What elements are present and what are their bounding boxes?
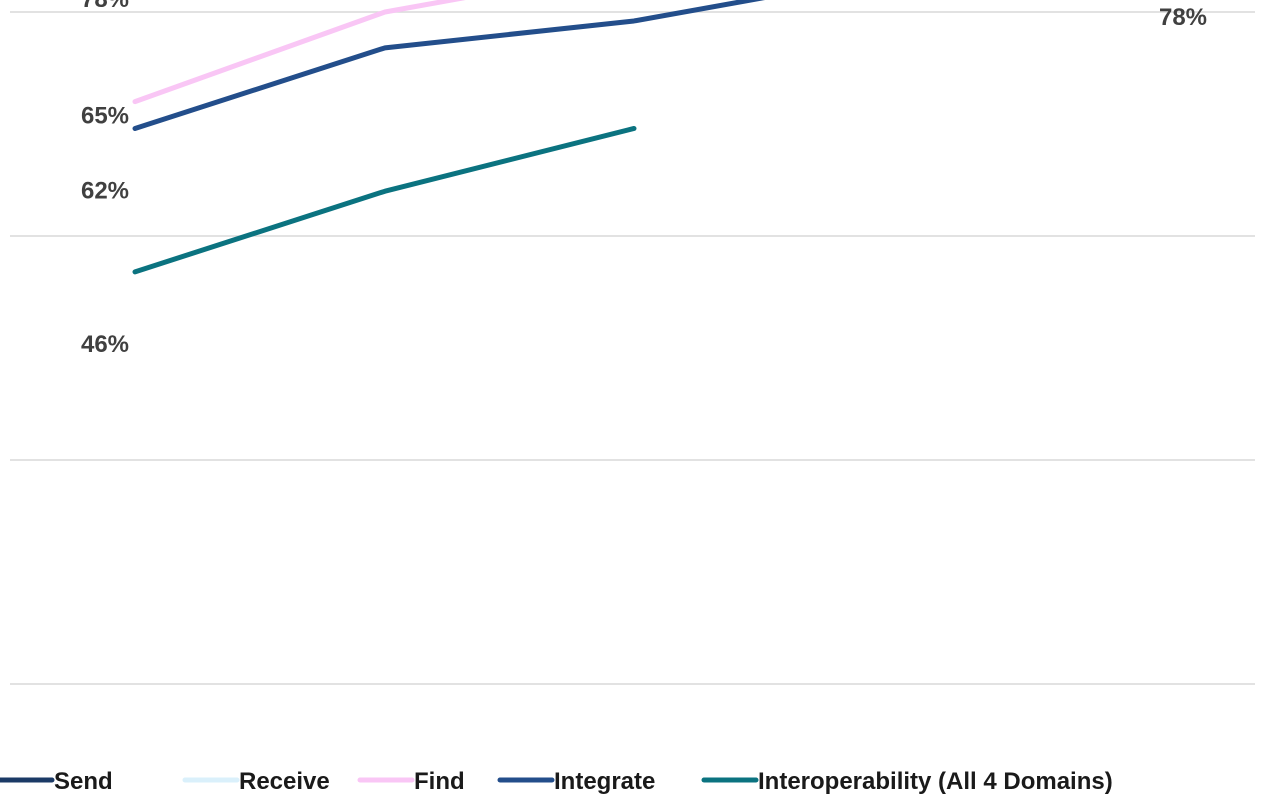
data-labels: 89%92%78%87%65%84%62%78%46%: [81, 0, 1207, 358]
legend-label: Find: [414, 768, 465, 795]
data-label-integrate-0: 62%: [81, 177, 129, 204]
legend-item-integrate: Integrate: [497, 768, 655, 795]
data-label-find-0: 65%: [81, 103, 129, 130]
legend-item-interoperability-all-4-domains: Interoperability (All 4 Domains): [701, 768, 1113, 795]
legend-item-receive: Receive: [182, 768, 330, 795]
data-label-interoperability-all-4-domains-0: 46%: [81, 331, 129, 358]
series-lines: [132, 0, 766, 275]
series-line-find: [132, 0, 466, 105]
legend-item-find: Find: [357, 768, 465, 795]
data-label-integrate-4: 78%: [1159, 4, 1207, 31]
legend: Send Receive Find Integrate Interoperability…: [0, 768, 1113, 795]
legend-label: Receive: [239, 768, 330, 795]
legend-item-send: Send: [0, 768, 113, 795]
series-line-integrate: [132, 0, 766, 131]
gridlines: [10, 11, 1255, 685]
legend-label: Integrate: [554, 768, 655, 795]
series-line-interoperability-all-4-domains: [132, 125, 637, 275]
legend-label: Send: [54, 768, 113, 795]
legend-label: Interoperability (All 4 Domains): [758, 768, 1113, 795]
data-label-receive-0: 78%: [81, 0, 129, 13]
